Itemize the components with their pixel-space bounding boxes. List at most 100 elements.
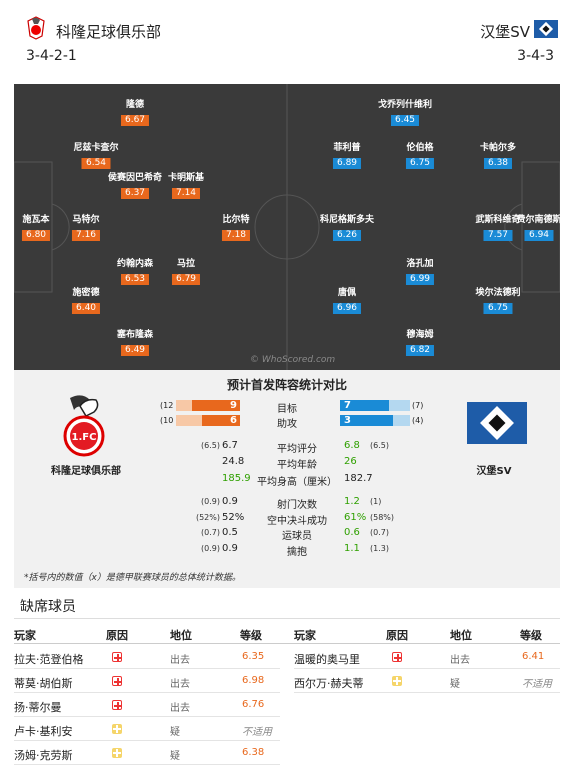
stat-label: 空中决斗成功 (267, 516, 327, 527)
player-home-mid-2[interactable]: 侯赛因巴希奇 6.37 (107, 173, 163, 199)
player-home-am-1[interactable]: 卡明斯基 7.14 (167, 173, 205, 199)
stat-label: 平均评分 (277, 444, 317, 455)
stats-title: 预计首发阵容统计对比 (226, 378, 347, 392)
stat-away-value: 182.7 (344, 473, 373, 484)
away-formation: 3-4-3 (517, 48, 554, 64)
stat-home-value: 52% (222, 512, 245, 523)
assists-away-bar: 3 (340, 415, 410, 426)
missing-player-row[interactable]: 西尔万·赫夫蒂 疑 不适用 (294, 669, 560, 693)
player-away-fw-2[interactable]: 菲利普 6.89 (332, 143, 362, 169)
missing-player-name[interactable]: 汤姆·克劳斯 (14, 749, 73, 762)
player-away-gk[interactable]: 费尔南德斯 6.94 (516, 215, 560, 241)
missing-player-name[interactable]: 温暖的奥马里 (294, 653, 360, 666)
missing-player-row[interactable]: 扬·蒂尔曼 出去 6.76 (14, 693, 280, 717)
stat-home-value: 0.5 (222, 527, 238, 538)
player-away-mid-4[interactable]: 穆海姆 6.82 (405, 330, 435, 356)
home-club-name: 科隆足球俱乐部 (51, 466, 121, 477)
missing-players-title: 缺席球员 (20, 599, 76, 615)
assists-label: 助攻 (277, 419, 297, 430)
home-team-name[interactable]: 科隆足球俱乐部 (56, 23, 162, 41)
away-col-player: 玩家 (294, 629, 316, 642)
player-away-mid-3[interactable]: 洛孔加 6.99 (405, 259, 435, 285)
away-team-name[interactable]: 汉堡SV (480, 23, 530, 41)
player-away-fw-4[interactable]: 唐佩 6.96 (332, 288, 362, 314)
missing-player-row[interactable]: 汤姆·克劳斯 疑 6.38 (14, 741, 280, 765)
missing-player-name[interactable]: 拉夫·范登伯格 (14, 653, 84, 666)
stat-label: 平均年龄 (277, 460, 317, 471)
missing-player-row[interactable]: 卢卡·基利安 疑 不适用 (14, 717, 280, 741)
away-col-status: 地位 (450, 629, 472, 642)
injury-icon (112, 700, 122, 710)
stat-home-league: (52%) (195, 513, 220, 522)
missing-player-row[interactable]: 温暖的奥马里 出去 6.41 (294, 645, 560, 669)
missing-player-row[interactable]: 拉夫·范登伯格 出去 6.35 (14, 645, 280, 669)
missing-player-rating: 6.76 (242, 699, 265, 710)
goals-home-bar: 9 (176, 400, 240, 411)
stat-label: 运球员 (282, 531, 312, 542)
player-away-mid-2[interactable]: 卡帕尔多 6.38 (479, 143, 517, 169)
player-home-gk[interactable]: 施瓦本 6.80 (21, 215, 51, 241)
stat-away-league: (6.5) (370, 441, 389, 450)
stats-footnote: *括号内的数值（x）是德甲联赛球员的总体统计数据。 (24, 573, 241, 583)
stat-away-league: (1.3) (370, 544, 389, 553)
player-home-def-1[interactable]: 尼兹卡查尔 6.54 (73, 143, 119, 169)
player-home-def-3[interactable]: 施密德 6.40 (71, 288, 101, 314)
player-away-fw-3[interactable]: 科尼格斯多夫 6.26 (319, 215, 375, 241)
player-away-mid-1[interactable]: 伦伯格 6.75 (405, 143, 435, 169)
stat-home-value: 24.8 (222, 456, 245, 467)
home-formation: 3-4-2-1 (26, 48, 77, 64)
stat-away-league: (1) (370, 497, 382, 506)
player-home-mid-3[interactable]: 约翰内森 6.53 (116, 259, 154, 285)
missing-player-name[interactable]: 卢卡·基利安 (14, 725, 73, 738)
stat-home-league: (0.7) (201, 528, 220, 537)
stat-home-value: 0.9 (222, 543, 238, 554)
stat-away-league: (0.7) (370, 528, 389, 537)
goals-away-bar: 7 (340, 400, 410, 411)
stat-label: 平均身高（厘米） (257, 477, 337, 488)
player-home-def-2[interactable]: 马特尔 7.16 (71, 215, 101, 241)
missing-player-name[interactable]: 扬·蒂尔曼 (14, 701, 62, 714)
player-away-def-2[interactable]: 埃尔法德利 6.75 (475, 288, 521, 314)
injury-icon (112, 676, 122, 686)
pitch-lines (14, 84, 560, 370)
stat-away-value: 1.1 (344, 543, 360, 554)
stat-label: 擒抱 (287, 547, 307, 558)
missing-player-status: 出去 (170, 703, 190, 714)
goals-label: 目标 (277, 404, 297, 415)
missing-player-status: 出去 (170, 655, 190, 666)
missing-player-name[interactable]: 西尔万·赫夫蒂 (294, 677, 364, 690)
home-col-player: 玩家 (14, 629, 36, 642)
player-home-mid-1[interactable]: 隆德 6.67 (120, 100, 150, 126)
stat-home-value: 6.7 (222, 440, 238, 451)
home-badge-icon (26, 16, 46, 40)
goals-home-league: (12 (160, 401, 174, 410)
stat-home-league: (0.9) (201, 497, 220, 506)
away-col-reason: 原因 (386, 629, 408, 642)
stat-away-value: 0.6 (344, 527, 360, 538)
injury-icon (112, 652, 122, 662)
home-col-status: 地位 (170, 629, 192, 642)
missing-player-rating: 不适用 (522, 679, 552, 690)
player-home-am-2[interactable]: 马拉 6.79 (171, 259, 201, 285)
doubtful-icon (392, 676, 402, 686)
missing-player-rating: 6.38 (242, 747, 265, 758)
stat-away-value: 6.8 (344, 440, 360, 451)
stat-label: 射门次数 (277, 500, 317, 511)
stat-home-value: 0.9 (222, 496, 238, 507)
missing-player-rating: 6.35 (242, 651, 265, 662)
stat-home-value: 185.9 (222, 473, 251, 484)
home-col-rating: 等级 (240, 629, 262, 642)
doubtful-icon (112, 748, 122, 758)
home-club-logo-icon: 1.FC (56, 392, 112, 458)
missing-player-name[interactable]: 蒂莫·胡伯斯 (14, 677, 73, 690)
player-away-def-1[interactable]: 武斯科维奇 7.57 (475, 215, 521, 241)
player-away-fw-1[interactable]: 戈乔列什维利 6.45 (377, 100, 433, 126)
player-home-mid-4[interactable]: 塞布隆森 6.49 (116, 330, 154, 356)
home-col-reason: 原因 (106, 629, 128, 642)
stat-away-value: 1.2 (344, 496, 360, 507)
missing-player-row[interactable]: 蒂莫·胡伯斯 出去 6.98 (14, 669, 280, 693)
missing-player-rating: 6.98 (242, 675, 265, 686)
pitch: 施瓦本 6.80 尼兹卡查尔 6.54 马特尔 7.16 施密德 6.40 隆德 6.67… (14, 84, 560, 370)
lineup-stats-panel: 预计首发阵容统计对比 1.FC 科隆足球俱乐部 汉堡SV (12 9 目标 7 … (14, 370, 560, 588)
player-home-fw[interactable]: 比尔特 7.18 (221, 215, 251, 241)
